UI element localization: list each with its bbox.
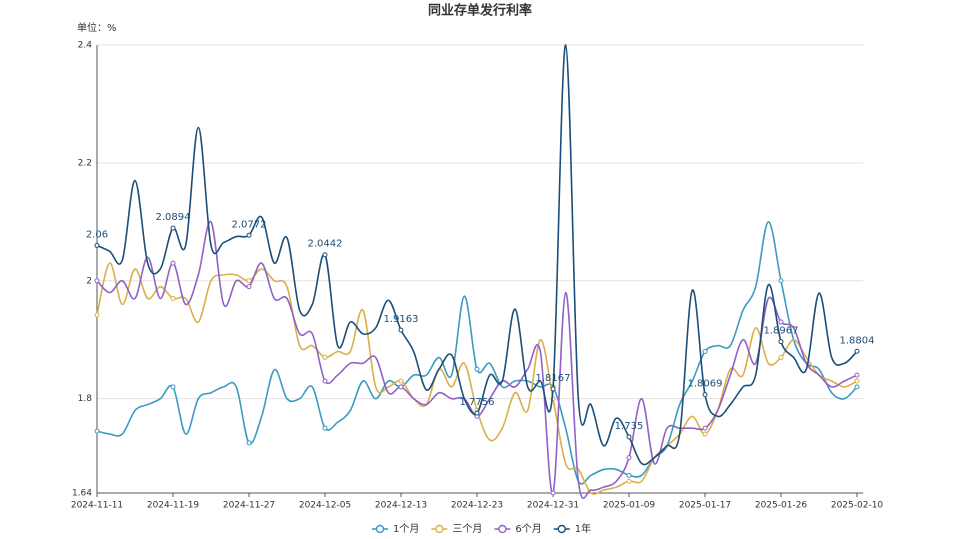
chart-title: 同业存单发行利率 (428, 3, 532, 19)
point (246, 232, 252, 238)
point (778, 278, 784, 284)
legend-marker (498, 524, 507, 534)
point (246, 284, 252, 290)
point (626, 472, 632, 478)
data-label: 1.8804 (840, 335, 875, 346)
x-tick-label: 2025-02-10 (831, 501, 884, 511)
series-line (96, 44, 858, 466)
y-tick-label: 1.64 (72, 489, 92, 499)
point (322, 252, 328, 258)
point (550, 490, 556, 496)
series-line (96, 262, 858, 495)
point (246, 440, 252, 446)
point (170, 384, 176, 390)
point (94, 312, 100, 318)
point (778, 339, 784, 345)
point (702, 392, 708, 398)
point (702, 425, 708, 431)
x-tick-label: 2024-11-11 (71, 501, 123, 511)
x-tick-label: 2025-01-26 (755, 501, 808, 511)
y-tick-label: 2.2 (78, 158, 92, 168)
x-tick-label: 2024-12-31 (527, 501, 579, 511)
legend-label: 6个月 (515, 523, 541, 535)
point (778, 319, 784, 325)
legend-label: 1个月 (393, 523, 419, 535)
point (702, 349, 708, 355)
point (94, 428, 100, 434)
point (322, 354, 328, 360)
legend-label: 三个月 (452, 523, 482, 535)
point (246, 278, 252, 284)
series-line (96, 221, 858, 485)
legend-marker (557, 524, 566, 534)
x-tick-label: 2024-12-05 (299, 501, 351, 511)
point (474, 366, 480, 372)
data-label: 1.735 (615, 421, 644, 432)
data-label: 1.8967 (764, 326, 799, 337)
x-tick-label: 2024-12-23 (451, 501, 503, 511)
data-label: 2.0442 (308, 239, 343, 250)
point (626, 434, 632, 440)
point (94, 278, 100, 284)
x-tick-label: 2025-01-09 (603, 501, 656, 511)
y-tick-label: 2 (86, 276, 92, 286)
point (398, 384, 404, 390)
point (322, 378, 328, 384)
point (854, 384, 860, 390)
point (854, 372, 860, 378)
point (626, 455, 632, 461)
data-label: 1.9163 (384, 314, 419, 325)
legend: 1个月 三个月 6个月 1年 (372, 522, 591, 535)
point (778, 354, 784, 360)
data-label: 1.7756 (460, 397, 495, 408)
y-tick-label: 1.8 (78, 394, 93, 404)
point (170, 260, 176, 266)
point (474, 410, 480, 416)
data-label: 2.0894 (156, 212, 191, 223)
point (550, 386, 556, 392)
point (702, 431, 708, 437)
point (322, 425, 328, 431)
x-tick-label: 2024-12-13 (375, 501, 427, 511)
legend-marker (435, 524, 444, 534)
x-tick-label: 2024-11-19 (147, 501, 200, 511)
point (854, 348, 860, 354)
data-label: 1.8167 (536, 373, 571, 384)
y-tick-label: 2.4 (78, 41, 93, 51)
data-label: 2.0772 (232, 219, 267, 230)
point (398, 327, 404, 333)
unit-note: 单位：% (77, 21, 117, 34)
data-label: 2.06 (86, 229, 108, 240)
legend-label: 1年 (575, 522, 591, 535)
legend-marker (375, 524, 385, 534)
point (170, 295, 176, 301)
data-label: 1.8069 (688, 379, 723, 390)
point (94, 242, 100, 248)
x-tick-label: 2024-11-27 (223, 501, 275, 511)
point (626, 478, 632, 484)
x-tick-label: 2025-01-17 (679, 501, 731, 511)
point (170, 225, 176, 231)
series-line (96, 221, 858, 500)
point (854, 378, 860, 384)
point (398, 378, 404, 384)
